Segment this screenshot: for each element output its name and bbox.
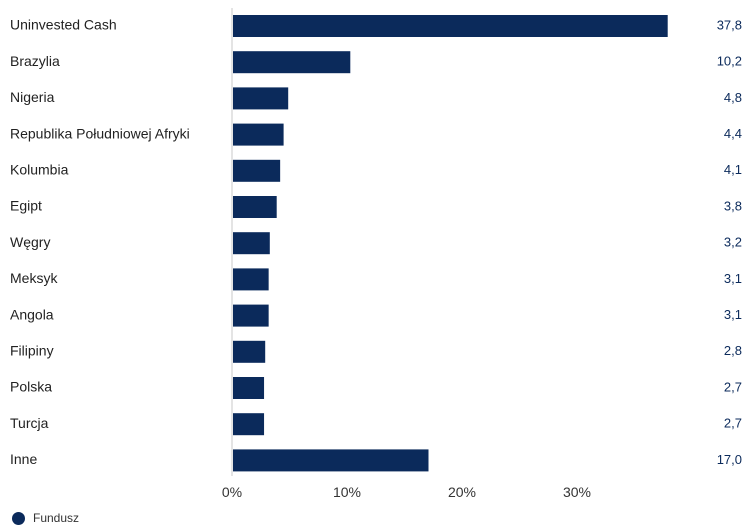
data-label: 4,8	[724, 90, 742, 105]
category-label: Turcja	[10, 415, 49, 431]
category-label: Inne	[10, 451, 37, 467]
category-label: Brazylia	[10, 53, 60, 69]
x-tick-label: 10%	[333, 484, 361, 500]
data-label: 4,1	[724, 162, 742, 177]
legend-marker-icon	[12, 511, 25, 525]
bar	[233, 15, 668, 37]
data-label: 2,7	[724, 416, 742, 431]
bar	[233, 449, 429, 472]
bar	[233, 268, 269, 291]
category-label: Kolumbia	[10, 162, 69, 178]
data-label: 10,2	[717, 54, 742, 69]
category-label: Meksyk	[10, 270, 58, 286]
data-label: 3,1	[724, 307, 742, 322]
bar	[233, 87, 289, 110]
category-label: Filipiny	[10, 343, 54, 359]
bars	[233, 15, 668, 472]
category-label: Republika Południowej Afryki	[10, 125, 190, 141]
legend: Fundusz	[12, 511, 79, 525]
x-tick-label: 20%	[448, 484, 476, 500]
bar	[233, 304, 269, 327]
bar	[233, 413, 265, 436]
bar	[233, 377, 265, 399]
data-label: 4,4	[724, 126, 742, 141]
data-label: 2,7	[724, 379, 742, 394]
category-label: Polska	[10, 379, 52, 395]
bar	[233, 232, 270, 255]
x-tick-label: 0%	[222, 484, 242, 500]
data-label: 2,8	[724, 343, 742, 358]
category-label: Uninvested Cash	[10, 17, 117, 33]
category-label: Nigeria	[10, 89, 55, 105]
data-label: 3,2	[724, 235, 742, 250]
legend-label: Fundusz	[33, 511, 80, 525]
bar	[233, 196, 277, 218]
category-label: Egipt	[10, 198, 42, 214]
x-axis-ticks: 0% 10% 20% 30%	[222, 484, 591, 500]
x-tick-label: 30%	[563, 484, 591, 500]
bar	[233, 159, 281, 182]
category-label: Węgry	[10, 234, 50, 250]
data-label: 37,8	[717, 17, 742, 32]
bar-chart: Uninvested Cash Brazylia Nigeria Republika …	[10, 8, 742, 500]
data-label: 3,1	[724, 271, 742, 286]
value-labels: 37,8 10,2 4,8 4,4 4,1 3,8 3,2 3,1 3,1 2,8 2,7 2,7 17…	[717, 17, 742, 466]
bar	[233, 123, 284, 146]
bar	[233, 51, 351, 74]
bar	[233, 340, 266, 363]
category-label: Angola	[10, 306, 54, 322]
category-labels: Uninvested Cash Brazylia Nigeria Republika …	[10, 17, 190, 467]
data-label: 3,8	[724, 198, 742, 213]
data-label: 17,0	[717, 452, 742, 467]
